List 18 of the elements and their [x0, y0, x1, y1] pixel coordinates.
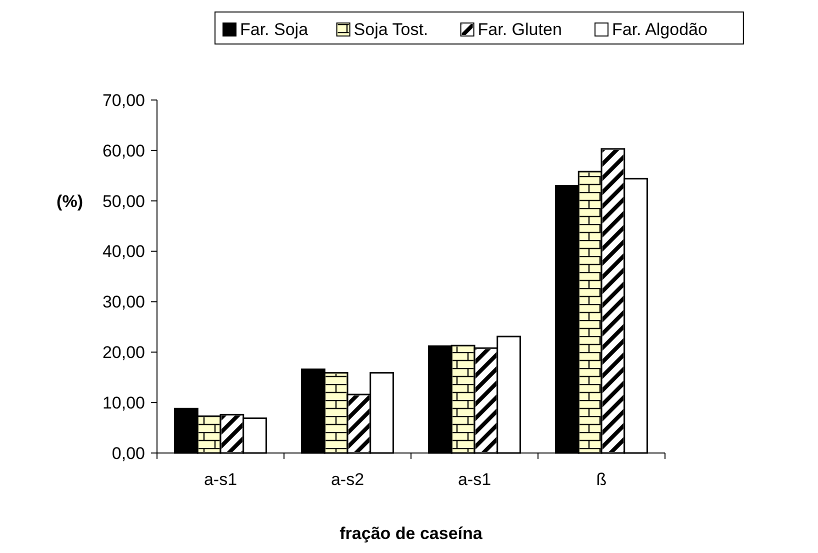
x-tick-label: a-s1: [204, 470, 238, 489]
y-tick-label: 0,00: [112, 444, 145, 463]
y-tick-label: 70,00: [102, 90, 145, 110]
x-axis-title: fração de caseína: [340, 524, 483, 543]
x-tick-label: a-s2: [330, 470, 364, 489]
legend-label: Far. Soja: [240, 20, 309, 39]
y-tick-label: 30,00: [102, 292, 145, 312]
x-tick-label: a-s1: [458, 470, 492, 489]
x-tick-label: ß: [596, 470, 607, 489]
y-axis-title: (%): [56, 192, 83, 211]
legend-label: Far. Gluten: [478, 20, 562, 39]
legend-label: Far. Algodão: [612, 20, 708, 39]
y-tick-label: 50,00: [102, 192, 145, 211]
y-tick-label: 40,00: [102, 242, 145, 262]
y-tick-label: 20,00: [102, 343, 145, 362]
y-tick-label: 60,00: [102, 141, 145, 160]
y-tick-label: 10,00: [102, 394, 145, 413]
legend-label: Soja Tost.: [354, 20, 428, 39]
